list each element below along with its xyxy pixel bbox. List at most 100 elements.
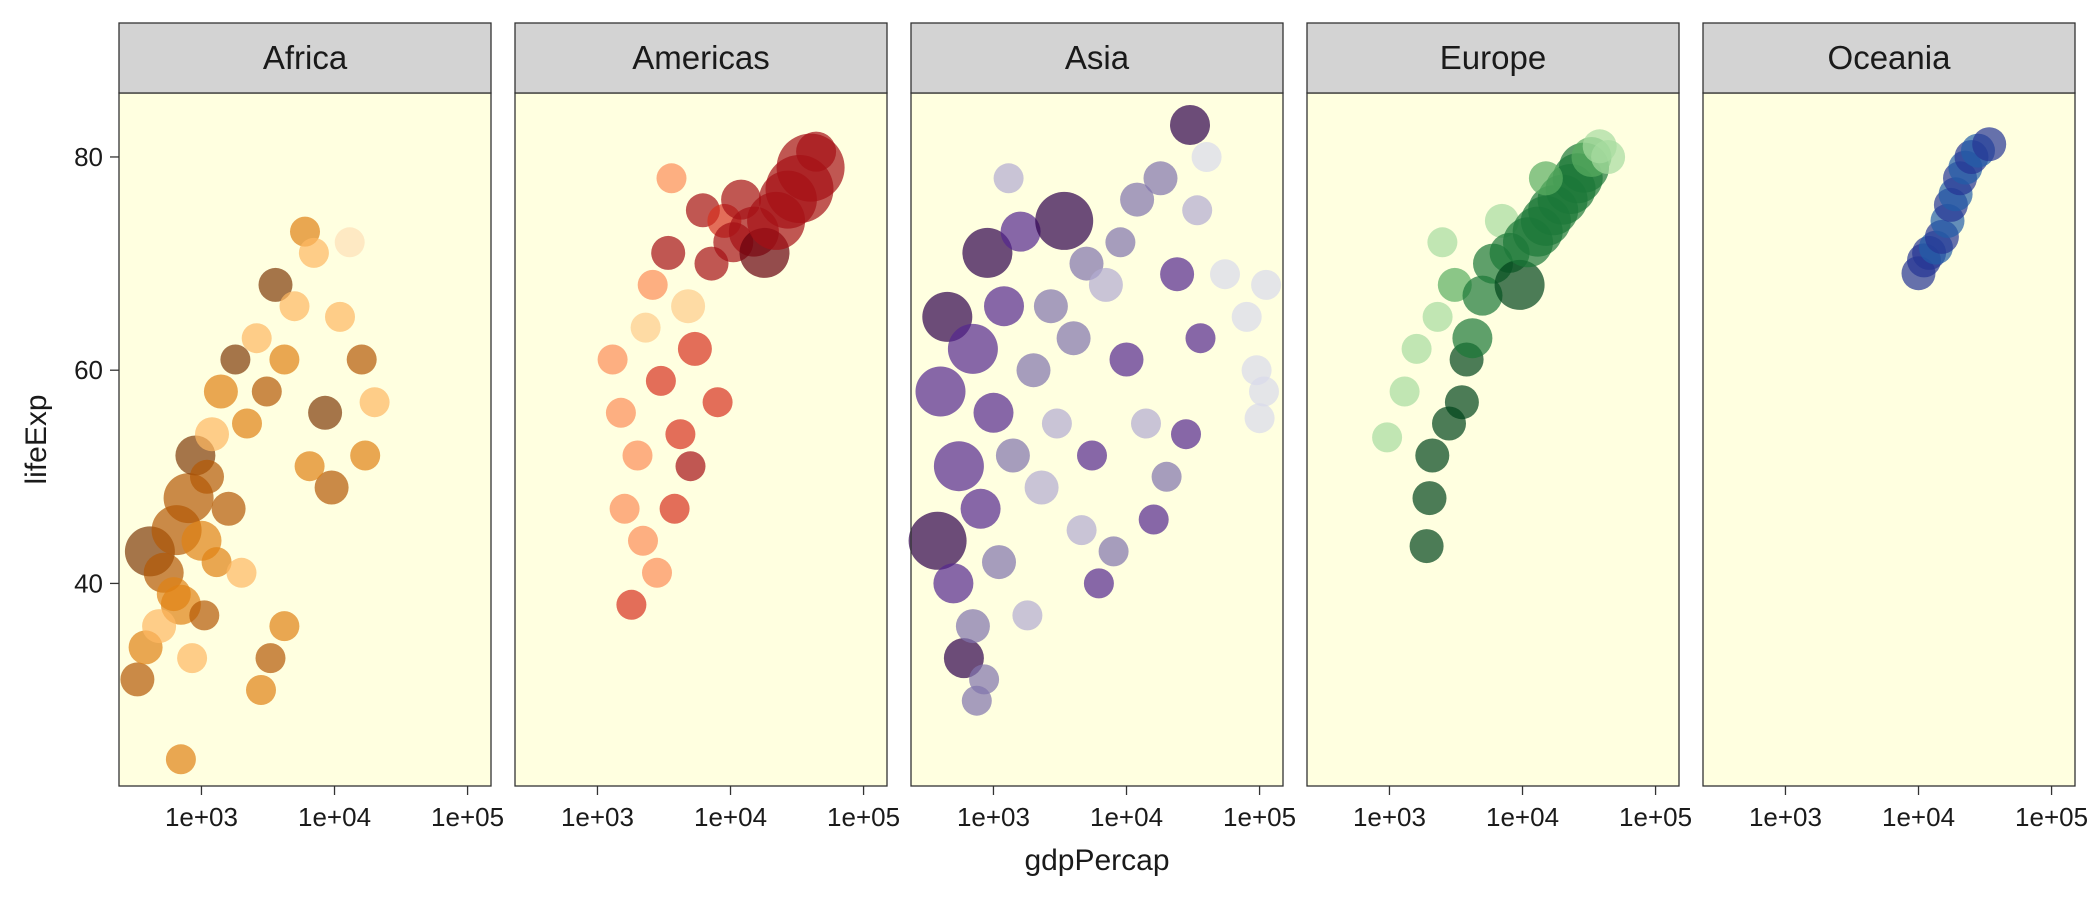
data-point xyxy=(1056,321,1091,356)
data-point xyxy=(597,344,628,375)
data-point xyxy=(605,397,636,428)
data-point xyxy=(1105,227,1136,258)
x-tick-label: 1e+04 xyxy=(1882,802,1955,832)
data-point xyxy=(1000,211,1041,252)
data-point xyxy=(630,312,661,343)
data-point xyxy=(677,331,712,366)
data-point xyxy=(1012,600,1043,631)
data-point xyxy=(350,440,381,471)
data-point xyxy=(933,563,974,604)
facet-panel-oceania: Oceania 1e+03 1e+04 1e+05 xyxy=(1702,22,2088,832)
data-point xyxy=(189,600,220,631)
x-tick-label: 1e+04 xyxy=(298,802,371,832)
data-point xyxy=(298,237,329,268)
x-tick-label: 1e+03 xyxy=(561,802,634,832)
x-axis-title: gdpPercap xyxy=(1024,844,1169,877)
data-point xyxy=(255,643,286,674)
data-point xyxy=(960,488,1001,529)
data-point xyxy=(156,577,191,612)
facet-label: Oceania xyxy=(1828,39,1952,76)
x-tick-label: 1e+05 xyxy=(1223,802,1296,832)
data-point xyxy=(675,451,706,482)
data-point xyxy=(616,589,647,620)
data-point xyxy=(1035,191,1094,250)
data-point xyxy=(1143,161,1178,196)
data-point xyxy=(1138,504,1169,535)
data-point xyxy=(1528,161,1563,196)
data-point xyxy=(1151,461,1182,492)
data-point xyxy=(314,470,349,505)
data-point xyxy=(1131,408,1161,439)
facet-label: Africa xyxy=(263,39,348,76)
data-point xyxy=(1444,385,1479,420)
data-point xyxy=(1244,403,1275,434)
x-tick-label: 1e+04 xyxy=(1090,802,1163,832)
data-point xyxy=(269,344,300,375)
data-point xyxy=(969,664,1000,695)
data-point xyxy=(226,557,257,588)
x-tick-label: 1e+05 xyxy=(2015,802,2088,832)
data-point xyxy=(308,395,343,430)
data-point xyxy=(993,163,1024,194)
x-tick-label: 1e+05 xyxy=(827,802,900,832)
data-point xyxy=(1210,259,1240,290)
panel-background xyxy=(1307,93,1679,786)
data-point xyxy=(1591,140,1626,174)
data-point xyxy=(947,323,998,374)
data-point xyxy=(325,301,355,332)
facet-strip xyxy=(514,22,888,94)
x-tick-label: 1e+03 xyxy=(165,802,238,832)
data-point xyxy=(1066,515,1097,546)
data-point xyxy=(1415,438,1450,473)
data-point xyxy=(1120,182,1155,217)
data-point xyxy=(908,511,967,570)
data-point xyxy=(1401,333,1432,364)
panel-background xyxy=(1703,93,2075,786)
data-point xyxy=(246,675,276,705)
data-point xyxy=(642,557,672,588)
x-tick-label: 1e+03 xyxy=(1353,802,1426,832)
data-point xyxy=(165,744,196,775)
data-point xyxy=(1389,376,1420,407)
data-point xyxy=(269,611,300,642)
data-point xyxy=(1372,422,1403,453)
points-group xyxy=(908,105,1282,716)
data-point xyxy=(1191,142,1222,172)
data-point xyxy=(1249,376,1279,407)
points-group xyxy=(120,216,390,775)
data-point xyxy=(1033,289,1068,324)
data-point xyxy=(190,459,224,494)
facet-panel-asia: Asia 1e+03 1e+04 1e+05 xyxy=(908,22,1296,832)
data-point xyxy=(933,441,984,492)
data-point xyxy=(294,451,325,482)
data-point xyxy=(671,289,706,324)
x-tick-label: 1e+03 xyxy=(1749,802,1822,832)
facet-label: Europe xyxy=(1440,39,1546,76)
data-point xyxy=(251,376,282,407)
facet-panel-africa: Africa 1e+03 1e+04 1e+05 40 60 80 xyxy=(74,22,504,832)
data-point xyxy=(211,491,246,526)
points-group xyxy=(597,131,845,620)
data-point xyxy=(982,545,1016,580)
data-point xyxy=(359,387,390,418)
data-point xyxy=(142,609,177,644)
data-point xyxy=(915,366,966,417)
data-point xyxy=(1409,529,1444,564)
data-point xyxy=(1251,269,1282,300)
data-point xyxy=(279,291,310,322)
data-point xyxy=(1024,470,1059,505)
data-point xyxy=(665,419,696,450)
data-point xyxy=(1231,301,1262,332)
facet-strip xyxy=(1702,22,2076,94)
facet-strip xyxy=(910,22,1284,94)
x-tick-label: 1e+03 xyxy=(957,802,1030,832)
data-point xyxy=(1185,323,1216,354)
data-point xyxy=(1427,227,1458,258)
data-point xyxy=(1494,259,1545,310)
data-point xyxy=(1083,568,1114,599)
x-tick-label: 1e+05 xyxy=(1619,802,1692,832)
data-point xyxy=(1422,301,1453,332)
data-point xyxy=(195,417,229,452)
data-point xyxy=(637,269,668,300)
